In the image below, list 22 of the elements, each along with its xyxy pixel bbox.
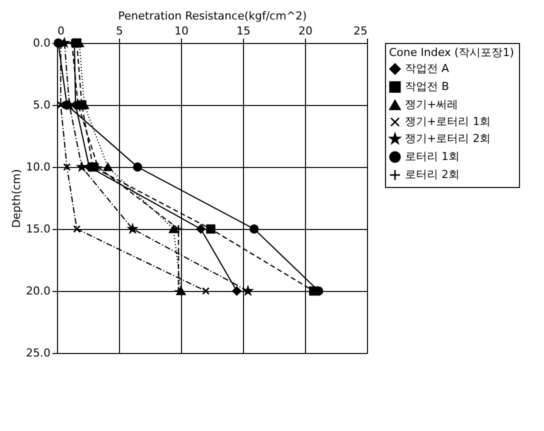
x-tick-label: 25 [354, 24, 368, 38]
legend-label: 로터리 1회 [405, 150, 460, 163]
y-tick-label: 5.0 [33, 98, 50, 112]
legend-label: 작업전 A [405, 62, 450, 75]
y-tick-label: 15.0 [26, 222, 50, 236]
y-tick-label: 0.0 [33, 36, 50, 50]
y-tick-label: 20.0 [26, 284, 50, 298]
legend-label: 로터리 2회 [405, 168, 460, 181]
y-axis-title: Depth(cm) [10, 169, 24, 228]
legend-label: 쟁기+로터리 2회 [405, 132, 491, 145]
legend-label: 쟁기+로터리 1회 [405, 115, 491, 128]
legend-title: Cone Index (작시포장1) [389, 46, 514, 59]
x-tick-label: 10 [174, 24, 188, 38]
x-tick-label: 0 [58, 24, 64, 38]
x-tick-label: 20 [298, 24, 312, 38]
legend-label: 쟁기+써레 [405, 98, 458, 111]
y-tick-label: 25.0 [26, 346, 50, 360]
y-tick-label: 10.0 [26, 160, 50, 174]
x-tick-label: 5 [116, 24, 123, 38]
legend-label: 작업전 B [405, 80, 450, 93]
x-tick-label: 15 [236, 24, 250, 38]
x-axis-title: Penetration Resistance(kgf/cm^2) [118, 10, 307, 22]
